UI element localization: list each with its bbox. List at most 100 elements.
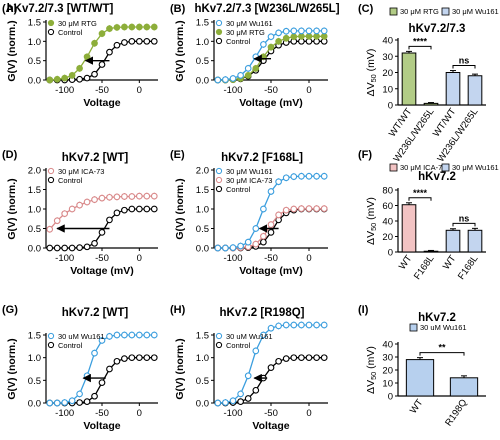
panel-title: hKv7.2 [WT] xyxy=(62,152,129,164)
data-point xyxy=(91,196,98,203)
data-point xyxy=(290,173,298,180)
data-point xyxy=(106,48,113,56)
data-point xyxy=(98,229,106,236)
y-axis-label: G(V) (norm.) xyxy=(6,178,18,239)
category-label: WT xyxy=(397,253,415,272)
legend-swatch xyxy=(409,323,418,332)
legend-label: 30 uM Wu161 xyxy=(226,332,273,341)
y-tick-label: 60 xyxy=(382,201,393,212)
legend-marker xyxy=(215,167,223,175)
data-point xyxy=(313,321,320,329)
data-point xyxy=(68,72,76,79)
panel-0: (A)hKv7.2/7.3 [WT/WT] 0.0 0.5 1.0 1.5 -100 -50… xyxy=(2,3,158,109)
data-point xyxy=(320,27,328,35)
x-tick-label: -100 xyxy=(55,408,74,419)
y-tick-label: 0.0 xyxy=(196,76,209,87)
data-point xyxy=(113,357,121,365)
data-point xyxy=(305,205,313,212)
category-label: F168L xyxy=(412,253,436,281)
y-tick-label: 1.5 xyxy=(28,331,41,342)
data-point xyxy=(275,357,282,365)
data-point xyxy=(244,395,252,402)
x-tick-label: -50 xyxy=(264,85,278,96)
data-point xyxy=(143,354,151,362)
panel-letter: (H) xyxy=(170,304,186,316)
legend-marker xyxy=(47,19,55,27)
panel-letter: (E) xyxy=(170,149,185,161)
data-point xyxy=(244,72,252,79)
significance-label: **** xyxy=(413,36,428,46)
significance-label: ** xyxy=(438,343,446,353)
y-axis-label: G(V) (norm.) xyxy=(174,178,186,239)
bar xyxy=(467,229,483,253)
data-point xyxy=(275,211,282,219)
panel-4: (E) hKv7.2 [F168L] 0.0 0.5 1.0 1.5 2.0 -100 -50 0… xyxy=(170,149,328,277)
panel-title: hKv7.2 [F168L] xyxy=(221,152,303,164)
category-label: F168L xyxy=(456,253,480,281)
bar xyxy=(401,204,417,253)
bar xyxy=(401,52,417,106)
data-point xyxy=(267,364,275,371)
data-point xyxy=(252,386,260,394)
panel-title: hKv7.2 [WT] xyxy=(62,307,129,319)
data-point xyxy=(252,347,260,355)
data-point xyxy=(267,33,275,41)
panel-letter: (I) xyxy=(358,304,369,316)
significance-bracket xyxy=(452,222,476,227)
data-point xyxy=(53,244,61,252)
x-axis-label: Voltage xyxy=(252,420,289,432)
x-axis-label: Voltage (mV) xyxy=(239,97,302,109)
data-point xyxy=(275,322,282,330)
panel-5: (F) hKv7.230 μM ICA-73 30 μM Wu161 0 20 40 60 8… xyxy=(358,149,499,282)
data-point xyxy=(128,354,136,362)
legend-marker xyxy=(47,332,55,340)
legend-label: 30 μM RTG xyxy=(226,28,265,37)
data-point xyxy=(305,321,313,329)
panel-title: hKv7.2/7.3 [W236L/W265L] xyxy=(194,3,339,15)
data-point xyxy=(313,354,320,362)
data-point xyxy=(143,37,151,45)
data-point xyxy=(128,205,136,213)
data-point xyxy=(267,229,275,236)
data-point xyxy=(305,172,313,180)
data-point xyxy=(143,192,151,200)
data-point xyxy=(135,192,143,200)
legend-label: 30 μM RTG xyxy=(58,19,97,28)
data-point xyxy=(260,331,267,339)
x-tick-label: 0 xyxy=(306,408,311,419)
y-tick-label: 80 xyxy=(382,186,393,197)
data-point xyxy=(53,75,61,83)
data-point xyxy=(150,331,158,339)
data-point xyxy=(76,399,83,406)
legend-label: Control xyxy=(226,185,251,194)
data-point xyxy=(282,34,290,42)
legend-label: Control xyxy=(58,28,83,37)
data-point xyxy=(61,74,69,82)
x-tick-label: -100 xyxy=(223,408,242,419)
legend-label: 30 μM ICA-73 xyxy=(400,163,446,172)
data-point xyxy=(214,244,222,252)
significance-bracket xyxy=(408,45,432,50)
y-tick-label: 0.5 xyxy=(196,224,209,235)
data-point xyxy=(313,27,320,35)
y-axis-label: G(V) (norm.) xyxy=(6,338,18,399)
category-label: R198Q xyxy=(443,397,469,428)
x-tick-label: 0 xyxy=(306,85,311,96)
y-tick-label: 30 xyxy=(382,353,393,364)
data-point xyxy=(121,206,128,214)
y-tick-label: 20 xyxy=(382,232,393,243)
data-point xyxy=(298,172,305,180)
legend-marker xyxy=(47,28,55,36)
data-point xyxy=(282,174,290,182)
data-point xyxy=(214,76,222,84)
data-point xyxy=(282,206,290,214)
x-tick-label: -100 xyxy=(223,253,242,264)
data-point xyxy=(61,244,69,252)
bar xyxy=(445,229,461,253)
data-point xyxy=(252,65,260,72)
data-point xyxy=(214,399,222,407)
significance-bracket xyxy=(408,197,432,201)
x-axis-label: Voltage xyxy=(83,97,120,109)
panel-letter: (C) xyxy=(358,3,374,15)
